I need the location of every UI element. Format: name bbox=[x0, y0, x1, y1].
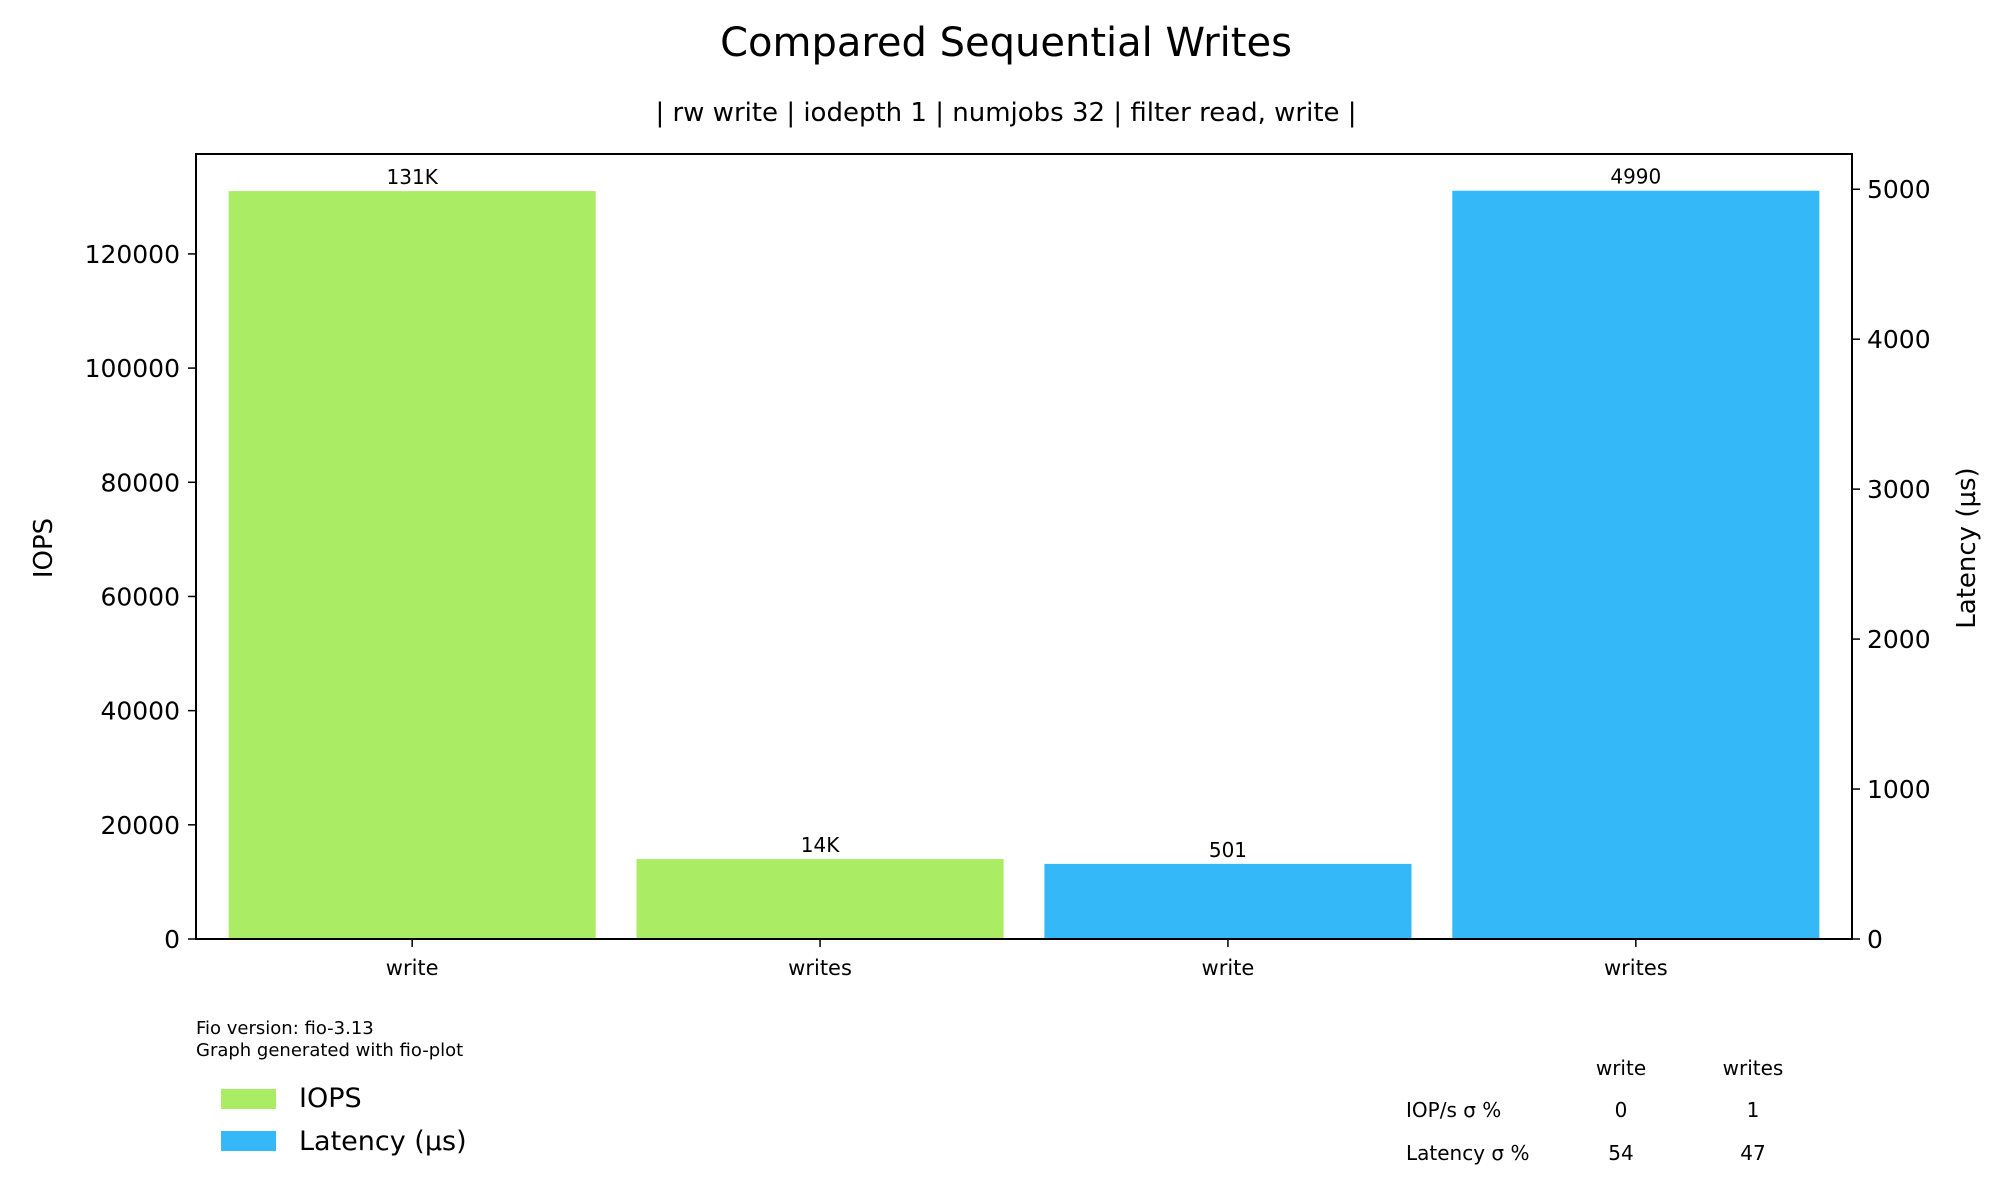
bar-latency-s-writes-3 bbox=[1452, 190, 1820, 940]
stats-row-label-latency-sigma: Latency σ % bbox=[1406, 1141, 1529, 1165]
left-y-tick-label: 60000 bbox=[100, 582, 180, 611]
bar-value-label-latency-s-write-2: 501 bbox=[1209, 838, 1247, 862]
x-tick-label-write: write bbox=[1202, 956, 1255, 980]
legend-swatch-iops bbox=[221, 1089, 276, 1109]
right-y-tick-label: 5000 bbox=[1867, 175, 1931, 204]
left-y-axis: 0 20000 40000 60000 80000 100000 120000 bbox=[85, 240, 196, 954]
left-y-tick-label: 20000 bbox=[100, 811, 180, 840]
legend-swatch-latency bbox=[221, 1131, 276, 1151]
chart-title: Compared Sequential Writes bbox=[720, 20, 1292, 66]
stats-cell-latency-write: 54 bbox=[1608, 1141, 1633, 1165]
right-y-tick-label: 1000 bbox=[1867, 775, 1931, 804]
bar-latency-s-write-2 bbox=[1044, 863, 1412, 939]
legend-label-iops: IOPS bbox=[299, 1083, 362, 1114]
chart-subtitle: | rw write | iodepth 1 | numjobs 32 | fi… bbox=[655, 98, 1356, 128]
bar-value-label-latency-s-writes-3: 4990 bbox=[1610, 165, 1661, 189]
stats-cell-latency-writes: 47 bbox=[1740, 1141, 1765, 1165]
right-y-axis: 0 1000 2000 3000 4000 5000 bbox=[1852, 175, 1931, 954]
stats-row-label-iops-sigma: IOP/s σ % bbox=[1406, 1098, 1501, 1122]
stats-cell-iops-write: 0 bbox=[1615, 1098, 1628, 1122]
right-y-tick-label: 3000 bbox=[1867, 475, 1931, 504]
left-y-tick-label: 0 bbox=[164, 925, 180, 954]
bars-layer bbox=[228, 190, 1820, 940]
bar-iops-write-0 bbox=[228, 191, 596, 940]
right-y-tick-label: 0 bbox=[1867, 925, 1883, 954]
left-y-tick-label: 80000 bbox=[100, 468, 180, 497]
right-y-tick-label: 4000 bbox=[1867, 325, 1931, 354]
stats-col-header-writes: writes bbox=[1723, 1056, 1784, 1080]
left-y-tick-label: 40000 bbox=[100, 697, 180, 726]
left-axis-label: IOPS bbox=[29, 518, 59, 578]
footer-generated-with: Graph generated with fio-plot bbox=[196, 1040, 463, 1061]
footer-fio-version: Fio version: fio-3.13 bbox=[196, 1018, 374, 1039]
bar-value-label-iops-write-0: 131K bbox=[387, 165, 439, 189]
stats-table: write writes IOP/s σ % 0 1 Latency σ % 5… bbox=[1406, 1056, 1783, 1165]
x-tick-label-writes: writes bbox=[1604, 956, 1668, 980]
left-y-tick-label: 100000 bbox=[85, 354, 180, 383]
bar-iops-writes-1 bbox=[636, 859, 1004, 939]
x-tick-label-writes: writes bbox=[788, 956, 852, 980]
legend-label-latency: Latency (µs) bbox=[299, 1126, 467, 1157]
bar-labels-layer: 131K 14K 501 4990 bbox=[387, 165, 1662, 862]
x-axis: write writes write writes bbox=[386, 939, 1668, 980]
left-y-tick-label: 120000 bbox=[85, 240, 180, 269]
plot-frame bbox=[195, 153, 1853, 940]
stats-cell-iops-writes: 1 bbox=[1747, 1098, 1760, 1122]
x-tick-label-write: write bbox=[386, 956, 439, 980]
right-axis-label: Latency (µs) bbox=[1952, 467, 1982, 628]
right-y-tick-label: 2000 bbox=[1867, 625, 1931, 654]
stats-col-header-write: write bbox=[1596, 1056, 1646, 1080]
legend: IOPS Latency (µs) bbox=[221, 1083, 467, 1157]
bar-value-label-iops-writes-1: 14K bbox=[801, 833, 840, 857]
